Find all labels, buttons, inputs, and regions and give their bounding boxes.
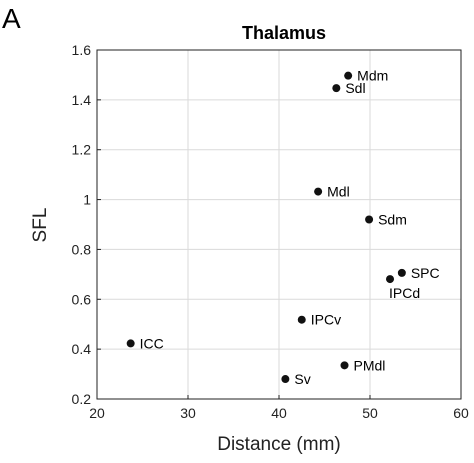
data-point xyxy=(332,84,341,93)
x-tick-label: 30 xyxy=(180,405,196,421)
y-tick-label: 0.6 xyxy=(72,291,92,307)
chart-title: Thalamus xyxy=(242,23,326,43)
point-label: Mdl xyxy=(327,184,350,200)
x-tick-label: 50 xyxy=(362,405,378,421)
data-point xyxy=(314,187,323,196)
data-point xyxy=(386,275,395,284)
data-point xyxy=(344,71,353,80)
y-tick-label: 1.2 xyxy=(72,142,92,158)
data-point xyxy=(340,361,349,370)
x-tick-label: 40 xyxy=(271,405,287,421)
point-label: Sv xyxy=(294,371,310,387)
point-label: Sdm xyxy=(378,212,407,228)
x-tick-label: 60 xyxy=(453,405,469,421)
data-point xyxy=(297,315,306,324)
point-label: IPCd xyxy=(389,285,420,301)
axis-ticks: 20 30 40 50 60 0.2 0.4 0.6 0.8 1 1.2 1.4 1.6 xyxy=(72,42,469,421)
point-label: SPC xyxy=(411,265,440,281)
point-label: PMdl xyxy=(354,357,386,373)
y-tick-label: 1 xyxy=(83,192,91,208)
y-tick-label: 0.8 xyxy=(72,241,92,257)
point-label: Sdl xyxy=(345,80,365,96)
y-tick-label: 0.2 xyxy=(72,391,92,407)
point-label: ICC xyxy=(140,335,164,351)
panel-letter: A xyxy=(2,3,21,34)
x-tick-label: 20 xyxy=(89,405,105,421)
y-tick-label: 1.6 xyxy=(72,42,92,58)
point-label: IPCv xyxy=(311,312,341,328)
data-point xyxy=(281,375,290,384)
y-tick-label: 1.4 xyxy=(72,92,92,108)
data-point xyxy=(397,268,406,277)
point-label: Mdm xyxy=(357,68,388,84)
data-point xyxy=(365,215,374,224)
y-tick-label: 0.4 xyxy=(72,341,92,357)
data-point xyxy=(126,339,135,348)
x-axis-label: Distance (mm) xyxy=(217,434,341,455)
y-axis-label: SFL xyxy=(30,208,51,243)
